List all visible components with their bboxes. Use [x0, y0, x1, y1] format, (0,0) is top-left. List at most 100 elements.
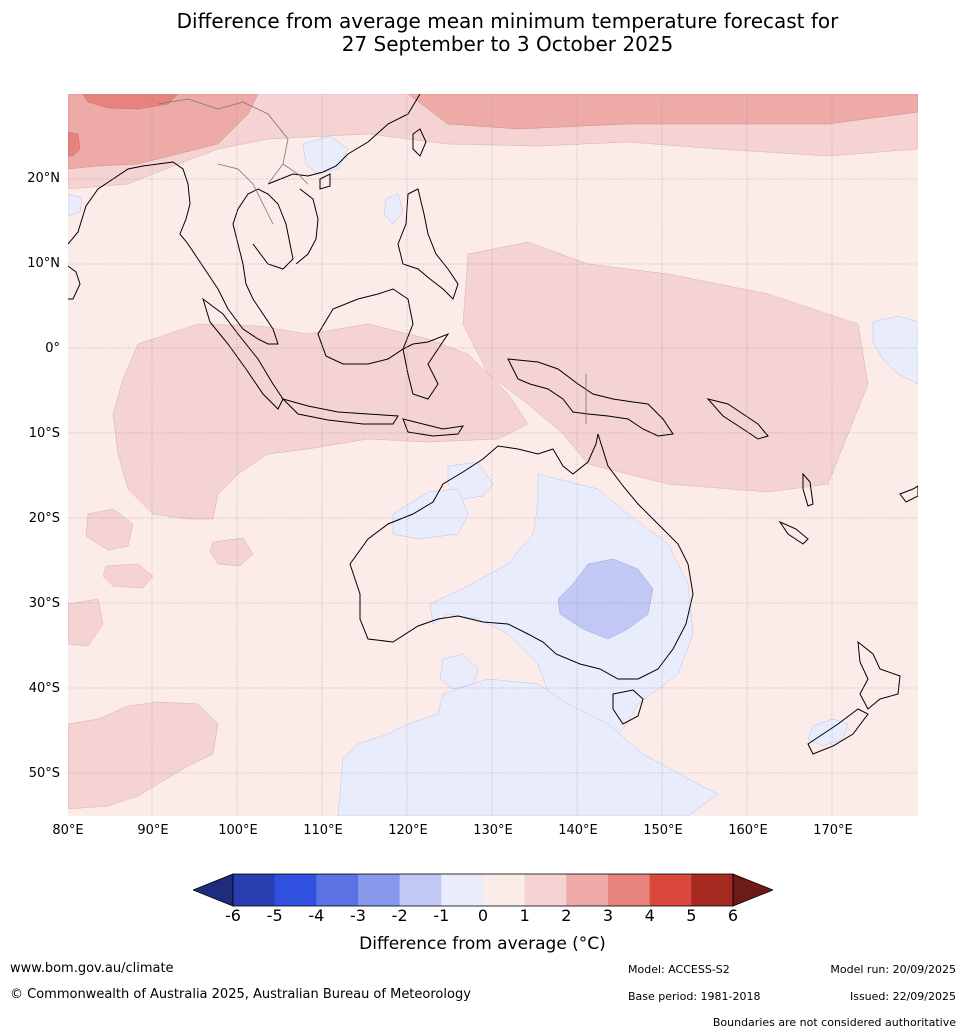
colorbar-segment	[274, 874, 317, 906]
anomaly-3-4-india	[82, 94, 179, 110]
colorbar-tick-label: -4	[308, 906, 325, 925]
lat-label-10n: 10°N	[27, 256, 60, 271]
colorbar-tick-label: -2	[391, 906, 408, 925]
colorbar-segment	[566, 874, 609, 906]
coast-new-zealand-north	[857, 640, 901, 710]
coast-sulawesi	[402, 332, 450, 400]
colorbar-tick-label: 6	[727, 906, 739, 925]
country-borders	[157, 98, 587, 424]
footer-website: www.bom.gov.au/climate	[10, 961, 174, 976]
colorbar-segment	[691, 874, 734, 906]
colorbar-label: Difference from average (°C)	[359, 934, 606, 954]
title-line-2: 27 September to 3 October 2025	[341, 32, 674, 56]
coast-taiwan	[412, 128, 427, 157]
anomaly-2-3-north-west	[68, 94, 259, 170]
coast-sri-lanka	[68, 265, 81, 300]
lat-label-20s: 20°S	[28, 511, 60, 526]
anomaly-neg1-0-equatorial-pacific	[872, 315, 918, 385]
coast-new-guinea	[507, 358, 674, 437]
coast-borneo	[317, 288, 414, 365]
coast-india	[68, 163, 159, 245]
coast-australia	[349, 433, 694, 680]
footer-issued: Issued: 22/09/2025	[849, 990, 956, 1003]
lat-label-0: 0°	[45, 341, 60, 356]
map-title: Difference from average mean minimum tem…	[0, 10, 965, 56]
anomaly-1-2-indian-ocean	[112, 323, 529, 520]
colorbar-tick-label: -6	[225, 906, 241, 925]
colorbar-tick-label: 5	[686, 906, 697, 925]
footer-base-period: Base period: 1981-2018	[628, 990, 761, 1003]
coast-new-caledonia	[778, 520, 809, 545]
anomaly-neg1-0-west-australia	[392, 488, 469, 540]
colorbar-tick-label: 0	[477, 906, 489, 925]
colorbar-tick-label: -1	[433, 906, 450, 925]
colorbar-frame	[232, 873, 734, 907]
colorbar-segment	[358, 874, 401, 906]
colorbar-tick-label: 3	[602, 906, 614, 925]
title-line-1: Difference from average mean minimum tem…	[176, 9, 839, 33]
colorbar-segment	[441, 874, 484, 906]
footer-disclaimer: Boundaries are not considered authoritat…	[712, 1016, 956, 1029]
colorbar-tick-label: 2	[561, 906, 572, 925]
colorbar-segment	[316, 874, 359, 906]
lon-label-90e: 90°E	[137, 823, 169, 838]
coast-philippines	[397, 188, 459, 300]
anomaly-neg2-neg1-southeast-australia	[557, 558, 654, 640]
coast-vanuatu	[802, 472, 814, 507]
lon-label-100e: 100°E	[218, 823, 258, 838]
footer-model: Model: ACCESS-S2	[628, 963, 730, 976]
colorbar	[193, 873, 773, 907]
coast-sumatra	[202, 297, 284, 410]
graticule	[68, 94, 918, 816]
lon-label-170e: 170°E	[813, 823, 853, 838]
coast-java	[281, 398, 399, 425]
anomaly-1-2-southern	[68, 701, 219, 810]
lon-label-80e: 80°E	[52, 823, 84, 838]
colorbar-tick-label: -5	[266, 906, 283, 925]
coast-vietnam	[295, 188, 319, 265]
coast-china	[267, 94, 421, 185]
colorbar-segment	[233, 874, 276, 906]
anomaly-neg1-0-south-china-sea	[302, 135, 349, 175]
anomaly-1-2-png-pacific	[462, 241, 869, 493]
coast-fiji	[899, 485, 918, 503]
lat-label-10s: 10°S	[28, 426, 60, 441]
lon-label-140e: 140°E	[558, 823, 598, 838]
anomaly-neg1-0-small	[383, 193, 404, 225]
colorbar-segment	[608, 874, 651, 906]
footer-copyright: © Commonwealth of Australia 2025, Austra…	[10, 987, 471, 1002]
colorbar-segment	[524, 874, 567, 906]
coast-lesser-sunda	[402, 418, 464, 437]
anomaly-2-3-north-east	[407, 94, 918, 130]
lat-label-30s: 30°S	[28, 596, 60, 611]
anomaly-neg1-0-west-edge	[68, 193, 83, 217]
coast-solomons	[706, 398, 769, 440]
temperature-anomaly-map	[68, 94, 918, 816]
lat-label-20n: 20°N	[27, 171, 60, 186]
coastlines	[68, 94, 918, 755]
anomaly-3-4-arabian-sea	[68, 131, 81, 157]
lat-label-40s: 40°S	[28, 681, 60, 696]
colorbar-segment	[399, 874, 442, 906]
lon-label-130e: 130°E	[473, 823, 513, 838]
colorbar-extend-high	[732, 873, 773, 907]
lon-label-110e: 110°E	[303, 823, 343, 838]
colorbar-tick-label: 1	[519, 906, 530, 925]
footer-model-run: Model run: 20/09/2025	[830, 963, 956, 976]
coast-new-zealand-south	[807, 708, 869, 755]
colorbar-tick-label: -3	[350, 906, 366, 925]
lat-label-50s: 50°S	[28, 766, 60, 781]
coast-tasmania	[612, 689, 644, 725]
lon-label-160e: 160°E	[728, 823, 768, 838]
coast-malay	[217, 188, 294, 345]
colorbar-segment	[649, 874, 692, 906]
anomaly-neg1-0-new-zealand	[807, 718, 849, 747]
lon-label-120e: 120°E	[388, 823, 428, 838]
colorbar-segment	[483, 874, 526, 906]
coast-hainan	[319, 173, 331, 190]
anomaly-1-2-patch-c	[209, 537, 254, 567]
anomaly-neg1-0-south-ocean	[337, 678, 719, 816]
anomaly-1-2-patch-d	[68, 598, 104, 647]
lon-label-150e: 150°E	[643, 823, 683, 838]
anomaly-1-2-patch-a	[85, 508, 134, 551]
